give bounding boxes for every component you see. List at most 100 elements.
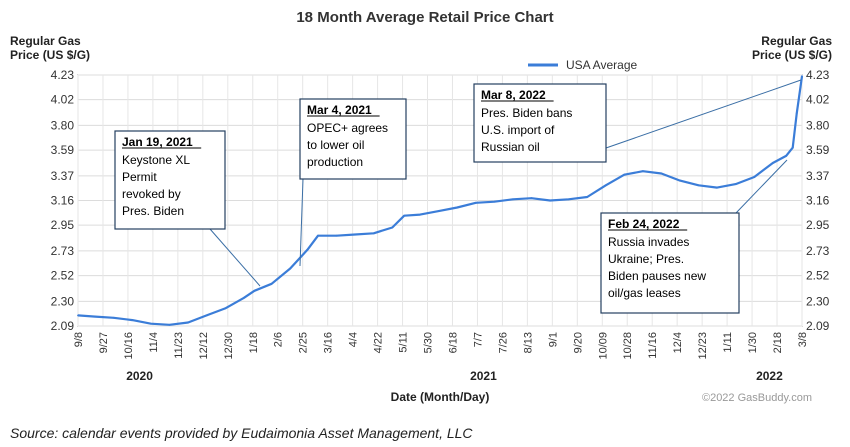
x-tick-label: 1/11 [722,332,734,353]
x-tick-label: 1/18 [248,332,260,353]
annotation-line: Russia invades [608,235,689,249]
data-point [94,315,97,318]
x-tick-label: 6/18 [447,332,459,353]
annotation-line: revoked by [122,187,181,201]
y-axis-label-right-line1: Regular Gas [761,34,832,48]
data-point [253,289,256,292]
annotation-line: Russian oil [481,140,540,154]
data-point [493,200,496,203]
data-point [419,213,422,216]
x-tick-label: 3/16 [323,332,335,353]
data-point [242,296,245,299]
data-point [456,206,459,209]
year-label: 2021 [470,369,497,383]
x-tick-label: 11/4 [148,332,160,353]
annotation-leader [605,79,802,149]
chart-title: 18 Month Average Retail Price Chart [296,9,554,26]
data-point [187,321,189,324]
y-tick-left: 3.37 [51,169,75,183]
annotation-line: Permit [122,170,157,184]
y-tick-left: 3.80 [51,118,75,132]
data-point [354,233,357,236]
y-tick-left: 2.52 [51,269,75,283]
credit-label: ©2022 GasBuddy.com [702,392,812,404]
x-tick-label: 4/22 [373,332,385,353]
data-point [567,198,570,201]
annotation-box [114,130,226,230]
data-point [270,282,273,285]
y-tick-left: 2.73 [51,244,75,258]
y-tick-right: 4.02 [806,93,830,107]
data-point [335,234,338,237]
y-axis-label-left: Regular Gas Price (US $/G) [10,34,90,62]
annotation-line: Pres. Biden [122,204,184,218]
x-tick-label: 5/30 [423,332,435,353]
year-label: 2022 [756,369,783,383]
legend: USA Average [528,58,637,72]
data-point [604,184,607,187]
x-tick-label: 4/4 [348,332,360,347]
x-tick-label: 7/7 [472,332,484,347]
series-usa-average [77,75,804,326]
y-tick-right: 2.95 [806,218,830,232]
annotation-line: Pres. Biden bans [481,106,572,120]
data-point [512,198,514,201]
annotation-line: production [307,155,363,169]
y-tick-right: 2.09 [806,319,830,333]
x-tick-label: 2/6 [273,332,285,347]
annotations: Jan 19, 2021 Keystone XL Permit revoked by P… [114,79,802,314]
annotation-leader [209,228,261,287]
x-tick-label: 10/16 [123,332,135,360]
data-point [549,199,551,202]
x-tick-label: 12/4 [672,332,684,353]
x-tick-label: 3/8 [797,332,809,347]
annotation-date: Jan 19, 2021 [122,135,193,149]
data-point [168,323,171,326]
x-tick-label: 1/30 [747,332,759,353]
x-tick-label: 10/09 [597,332,609,360]
y-axis-label-left-line2: Price (US $/G) [10,48,91,62]
data-point [791,146,794,149]
x-tick-label: 9/1 [547,332,559,347]
y-tick-right: 3.80 [806,118,830,132]
y-tick-left: 3.16 [51,194,75,208]
x-tick-label: 8/13 [522,332,534,353]
data-point [660,172,663,175]
annotation-line: U.S. import of [481,123,555,137]
year-labels: 2020 2021 2022 [126,369,783,383]
data-point [716,186,719,189]
data-point [801,75,803,78]
annotation-line: Keystone XL [122,153,190,167]
data-point [205,314,208,317]
x-tick-label: 9/27 [98,332,110,353]
y-tick-right: 2.30 [806,294,830,308]
gas-price-chart: 4.23 4.23 4.02 4.02 3.80 3.80 3.59 3.59 3.37 3.37… [51,58,830,404]
data-point [530,197,533,200]
x-tick-label: 5/11 [398,332,410,353]
data-point [795,112,798,115]
data-point [679,179,681,182]
data-point [224,307,227,310]
data-point [289,267,292,270]
x-tick-labels: 9/8 9/27 10/16 11/4 11/23 12/12 12/30 1/18 2/6 2/… [73,332,809,360]
x-tick-label: 10/28 [622,332,634,360]
x-tick-label: 11/23 [173,332,185,359]
y-tick-right: 3.59 [806,143,830,157]
y-tick-labels: 4.23 4.23 4.02 4.02 3.80 3.80 3.59 3.59 3.37 3.37… [51,68,830,333]
y-axis-label-right-line2: Price (US $/G) [751,48,832,62]
legend-label: USA Average [566,58,637,72]
x-tick-label: 9/8 [73,332,85,347]
data-point [437,210,440,212]
series-line [77,76,804,326]
y-axis-label-right: Regular Gas Price (US $/G) [752,34,832,62]
x-axis-label: Date (Month/Day) [391,390,490,404]
y-tick-right: 4.23 [806,68,830,82]
annotation-date: Mar 8, 2022 [481,88,546,102]
data-point [403,214,406,217]
data-point [317,234,319,237]
annotation-box [299,98,407,180]
annotation-line: Biden pauses new [608,269,706,283]
annotation-line: oil/gas leases [608,286,681,300]
y-tick-left: 2.95 [51,218,75,232]
y-tick-left: 4.23 [51,68,75,82]
